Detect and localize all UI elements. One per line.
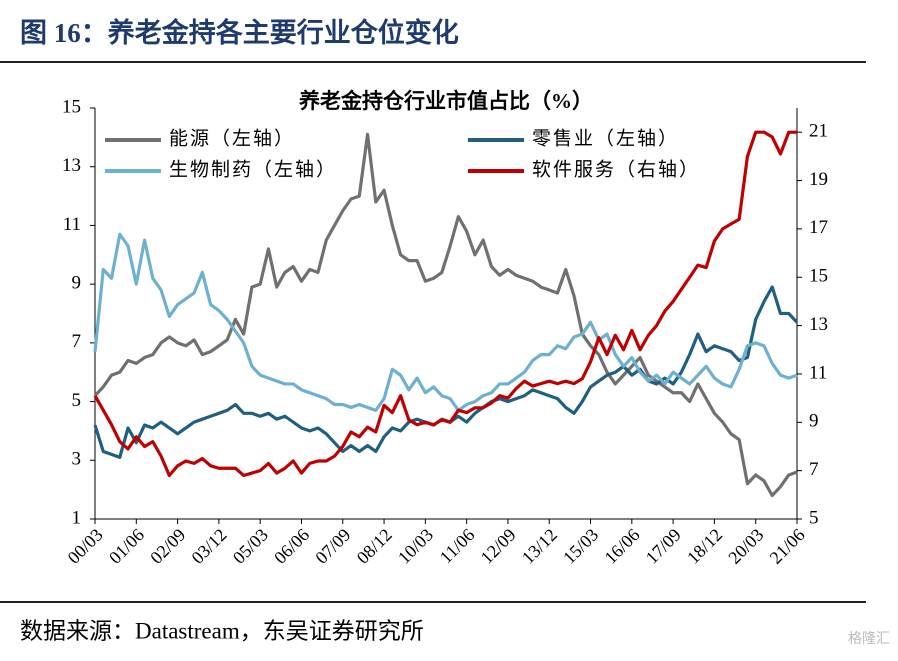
y-tick-label: 11 — [63, 214, 81, 235]
x-tick-label: 08/12 — [353, 525, 396, 568]
y-tick-label: 15 — [62, 96, 81, 117]
x-tick-label: 18/12 — [683, 525, 726, 568]
x-tick-label: 01/06 — [105, 525, 148, 568]
x-tick-label: 21/06 — [766, 525, 809, 568]
y2-tick-label: 21 — [809, 121, 828, 142]
series-line — [93, 232, 798, 412]
series-line — [93, 285, 799, 459]
header-title: 图 16：养老金持各主要行业仓位变化 — [20, 17, 459, 48]
y2-tick-label: 19 — [809, 169, 828, 190]
x-tick-label: 02/09 — [146, 525, 189, 568]
y-tick-label: 13 — [62, 155, 81, 176]
y-tick-label: 9 — [72, 273, 82, 294]
y2-tick-label: 7 — [809, 459, 819, 480]
x-tick-label: 11/06 — [436, 525, 479, 568]
x-tick-label: 06/06 — [270, 525, 313, 568]
legend-label: 能源（左轴） — [169, 127, 295, 149]
y2-tick-label: 17 — [809, 217, 828, 238]
legend-label: 软件服务（右轴） — [532, 158, 700, 180]
x-tick-label: 15/03 — [559, 525, 602, 568]
x-tick-label: 10/03 — [394, 525, 437, 568]
y2-tick-label: 11 — [809, 362, 827, 383]
source: 数据来源：Datastream，东吴证券研究所 — [20, 618, 424, 643]
y-tick-label: 7 — [72, 331, 82, 352]
y2-tick-label: 5 — [809, 507, 819, 528]
x-tick-label: 03/12 — [187, 525, 230, 568]
y-tick-label: 3 — [72, 449, 82, 470]
watermark: 格隆汇 — [848, 631, 890, 647]
y-tick-label: 1 — [72, 507, 82, 528]
series-line — [93, 130, 797, 478]
x-tick-label: 20/03 — [724, 525, 767, 568]
x-tick-label: 07/09 — [311, 525, 354, 568]
y2-tick-label: 15 — [809, 266, 828, 287]
y2-tick-label: 9 — [809, 411, 819, 432]
series-line — [93, 132, 798, 498]
x-tick-label: 12/09 — [477, 525, 520, 568]
x-tick-label: 16/06 — [600, 525, 643, 568]
legend-label: 生物制药（左轴） — [169, 158, 337, 180]
x-tick-label: 00/03 — [64, 525, 107, 568]
legend-label: 零售业（左轴） — [532, 127, 679, 149]
x-tick-label: 17/09 — [642, 525, 685, 568]
chart-title: 养老金持仓行业市值占比（%） — [298, 89, 593, 113]
x-tick-label: 05/03 — [229, 525, 272, 568]
x-tick-label: 13/12 — [518, 525, 561, 568]
y-tick-label: 5 — [72, 390, 82, 411]
y2-tick-label: 13 — [809, 314, 828, 335]
